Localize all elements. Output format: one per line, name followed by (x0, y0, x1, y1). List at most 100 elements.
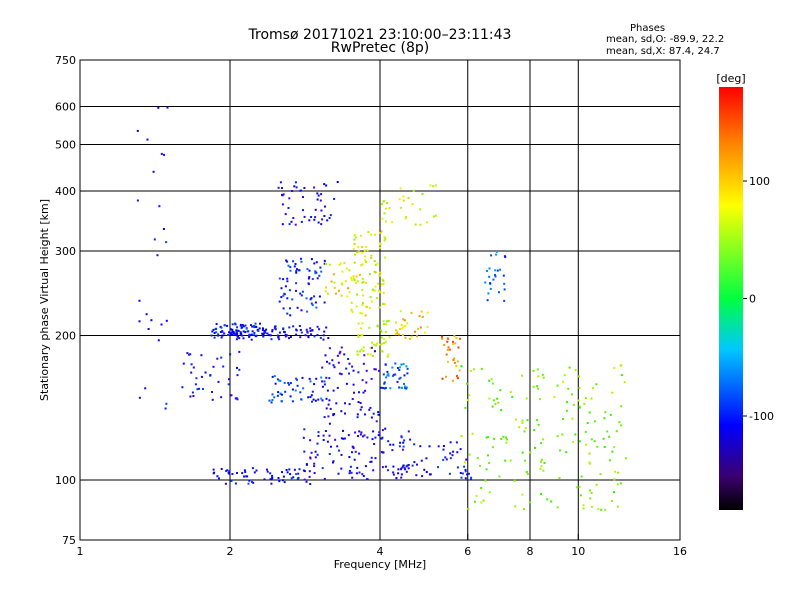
data-point (425, 221, 428, 224)
data-point (456, 360, 459, 363)
data-point (286, 297, 289, 300)
data-point (190, 371, 193, 374)
data-point (345, 367, 348, 370)
data-point (341, 270, 344, 273)
data-point (273, 325, 276, 328)
data-point (468, 394, 471, 397)
data-point (240, 332, 243, 335)
data-point (313, 465, 316, 468)
data-point (325, 326, 328, 329)
data-point (382, 282, 385, 285)
data-point (352, 277, 355, 279)
data-point (310, 216, 313, 218)
data-point (500, 438, 503, 440)
data-point (358, 274, 361, 276)
data-point (583, 402, 586, 405)
data-point (299, 189, 302, 192)
data-point (286, 260, 289, 263)
data-point (385, 207, 387, 210)
data-point (383, 303, 386, 306)
data-point (226, 469, 229, 472)
data-point (405, 365, 408, 368)
data-point (305, 480, 308, 483)
data-point (357, 401, 360, 403)
data-point (306, 310, 309, 313)
data-point (359, 312, 362, 315)
data-point (451, 379, 454, 382)
data-point (468, 453, 471, 456)
data-point (279, 181, 282, 184)
phase-colorbar (719, 87, 743, 510)
data-point (620, 405, 623, 408)
data-point (228, 470, 231, 473)
data-point (248, 335, 251, 338)
data-point (571, 393, 574, 396)
data-point (348, 403, 351, 406)
data-point (526, 419, 529, 422)
data-point (459, 472, 462, 474)
data-point (253, 326, 256, 329)
data-point (323, 477, 326, 480)
data-point (356, 416, 359, 419)
data-point (333, 366, 336, 369)
data-point (288, 468, 291, 471)
data-point (328, 422, 331, 425)
data-point (609, 413, 612, 416)
data-point (502, 435, 505, 438)
data-point (370, 456, 373, 459)
data-point (296, 477, 299, 480)
data-point (380, 336, 383, 339)
data-point (495, 253, 498, 256)
data-point (345, 382, 348, 385)
data-point (282, 278, 285, 281)
data-point (383, 381, 386, 384)
data-point (384, 465, 387, 468)
y-tick-label: 600 (55, 101, 76, 114)
data-point (509, 459, 512, 462)
x-tick-label: 2 (227, 545, 234, 558)
data-point (332, 460, 335, 463)
x-tick-label: 16 (673, 545, 687, 558)
data-point (348, 362, 351, 365)
x-axis-label: Frequency [MHz] (334, 558, 426, 571)
data-point (289, 307, 291, 310)
data-point (283, 381, 286, 384)
data-point (396, 332, 398, 335)
data-point (363, 354, 366, 357)
data-point (532, 385, 535, 388)
data-point (448, 472, 451, 475)
data-point (258, 327, 261, 330)
data-point (269, 334, 272, 337)
data-point (190, 363, 193, 366)
data-point (351, 365, 354, 368)
data-point (291, 400, 294, 403)
data-point (556, 435, 559, 438)
data-point (192, 366, 195, 369)
data-point (213, 332, 216, 334)
data-point (280, 296, 283, 299)
data-point (262, 332, 265, 335)
data-point (236, 398, 239, 401)
data-point (188, 353, 191, 356)
data-point (376, 262, 379, 265)
data-point (455, 364, 458, 367)
data-point (363, 249, 366, 252)
data-point (316, 192, 319, 195)
data-point (298, 468, 301, 471)
data-point (392, 471, 395, 474)
data-point (289, 266, 292, 269)
data-point (309, 456, 312, 459)
data-point (470, 476, 473, 479)
data-point (514, 505, 517, 508)
data-point (384, 363, 387, 366)
data-point (278, 480, 281, 483)
data-point (497, 401, 500, 404)
data-point (361, 277, 364, 280)
data-point (219, 331, 222, 333)
data-point (277, 186, 280, 189)
data-point (456, 466, 459, 469)
data-point (271, 474, 274, 477)
data-point (317, 221, 320, 224)
data-point (323, 262, 326, 265)
data-point (359, 408, 362, 411)
